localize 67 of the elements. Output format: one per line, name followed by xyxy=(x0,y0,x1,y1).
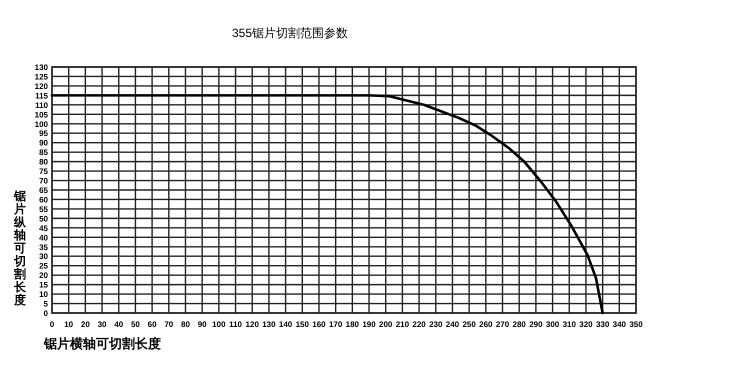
x-tick-label: 300 xyxy=(546,320,560,329)
text: 锯片纵轴可切割长度 xyxy=(14,189,26,307)
y-tick-label: 5 xyxy=(44,300,49,309)
x-tick-label: 130 xyxy=(262,320,276,329)
x-tick-label: 120 xyxy=(246,320,260,329)
x-tick-label: 230 xyxy=(429,320,443,329)
y-tick-label: 90 xyxy=(39,138,49,148)
y-tick-label: 15 xyxy=(39,280,49,290)
x-tick-label: 240 xyxy=(446,320,460,329)
x-tick-label: 290 xyxy=(529,320,544,329)
x-tick-label: 180 xyxy=(346,320,360,329)
x-tick-label: 270 xyxy=(496,320,510,329)
x-tick-label: 0 xyxy=(50,320,55,329)
y-tick-label: 65 xyxy=(39,186,49,195)
x-tick-label: 250 xyxy=(462,320,476,329)
x-tick-label: 70 xyxy=(164,320,174,329)
x-tick-label: 260 xyxy=(479,320,494,329)
y-tick-label: 80 xyxy=(39,158,49,167)
x-tick-label: 90 xyxy=(198,320,208,329)
chart-title: 355锯片切割范围参数 xyxy=(232,26,348,40)
x-tick-label: 40 xyxy=(114,320,124,329)
y-tick-label: 35 xyxy=(39,242,49,252)
y-tick-label: 105 xyxy=(34,110,49,120)
y-tick-label: 55 xyxy=(39,204,49,214)
y-tick-label: 20 xyxy=(39,271,49,280)
x-tick-label: 60 xyxy=(148,320,158,329)
x-tick-label: 330 xyxy=(596,320,610,329)
y-tick-label: 50 xyxy=(39,214,49,224)
y-tick-label: 45 xyxy=(39,224,49,233)
y-tick-label: 120 xyxy=(34,82,49,91)
y-tick-label: 130 xyxy=(34,63,49,72)
y-tick-label: 100 xyxy=(34,120,49,129)
y-tick-label: 10 xyxy=(39,290,49,300)
x-tick-label: 350 xyxy=(629,320,644,329)
x-tick-label: 110 xyxy=(229,320,243,329)
y-tick-label: 75 xyxy=(39,167,49,176)
x-tick-label: 340 xyxy=(612,320,627,329)
x-axis-title: 锯片横轴可切割长度 xyxy=(43,336,161,351)
y-tick-label: 30 xyxy=(39,252,49,262)
x-tick-label: 80 xyxy=(181,320,190,329)
y-tick-label: 95 xyxy=(39,129,49,138)
x-tick-label: 30 xyxy=(98,320,108,329)
y-tick-label: 110 xyxy=(35,100,49,110)
x-tick-label: 280 xyxy=(512,320,526,329)
x-tick-label: 10 xyxy=(64,320,74,329)
x-tick-label: 150 xyxy=(296,320,310,329)
x-tick-label: 100 xyxy=(212,320,226,329)
x-tick-label: 200 xyxy=(379,320,393,329)
line-series xyxy=(50,94,604,314)
y-tick-label: 25 xyxy=(39,262,49,271)
y-tick-label: 125 xyxy=(34,72,49,82)
y-tick-label: 0 xyxy=(44,309,49,318)
y-tick-label: 40 xyxy=(39,233,49,242)
y-tick-label: 115 xyxy=(35,91,49,100)
x-tick-label: 220 xyxy=(412,320,426,329)
y-tick-label: 70 xyxy=(39,176,49,186)
x-tick-label: 20 xyxy=(80,320,90,329)
x-tick-label: 210 xyxy=(396,320,410,329)
x-tick-label: 140 xyxy=(278,320,293,329)
y-tick-label: 85 xyxy=(39,148,49,158)
x-tick-label: 170 xyxy=(328,320,343,329)
x-tick-label: 320 xyxy=(579,320,594,329)
x-tick-label: 310 xyxy=(562,320,576,329)
x-tick-label: 190 xyxy=(362,320,376,329)
x-tick-label: 50 xyxy=(130,320,140,329)
x-tick-label: 160 xyxy=(312,320,326,329)
y-tick-label: 60 xyxy=(39,195,49,204)
